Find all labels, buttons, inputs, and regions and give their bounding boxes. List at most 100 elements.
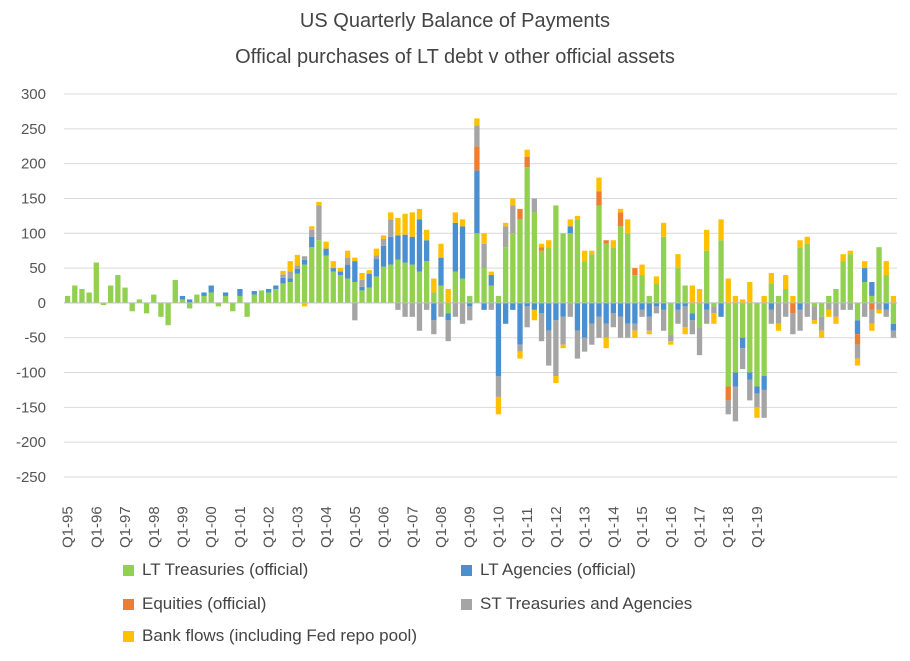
- bar-segment: [344, 278, 351, 303]
- chart-title: US Quarterly Balance of Payments: [299, 10, 611, 32]
- bar-segment: [546, 330, 552, 366]
- bar-segment: [359, 279, 365, 287]
- bar-segment: [373, 276, 380, 303]
- bar-segment: [725, 302, 731, 387]
- bar-segment: [266, 288, 272, 293]
- bar-segment: [574, 330, 581, 359]
- bar-segment: [804, 243, 810, 303]
- bar-segment: [675, 309, 681, 324]
- bar-segment: [696, 288, 703, 303]
- bar-segment: [668, 334, 674, 342]
- bar-segment: [524, 306, 530, 328]
- bar-segment: [833, 302, 839, 317]
- bar-segment: [589, 323, 595, 345]
- legend-item-bank-flows: Bank flows (including Fed repo pool): [123, 626, 417, 646]
- bar-segment: [869, 302, 875, 310]
- bar-segment: [818, 302, 825, 317]
- bar-segment: [431, 292, 437, 303]
- bar-segment: [474, 146, 480, 171]
- bar-segment: [337, 275, 344, 303]
- bar-segment: [847, 250, 853, 255]
- y-tick-label: 100: [21, 225, 46, 242]
- bar-segment: [725, 400, 731, 415]
- bar-segment: [359, 286, 365, 291]
- bar-segment: [237, 288, 243, 296]
- x-tick-label: Q1-15: [634, 506, 651, 548]
- bar-segment: [222, 295, 229, 303]
- bar-segment: [352, 257, 358, 262]
- bar-segment: [309, 247, 315, 303]
- bar-segment: [301, 264, 308, 303]
- bar-segment: [603, 240, 609, 244]
- bar-segment: [359, 272, 365, 280]
- bar-segment: [682, 302, 688, 307]
- bar-segment: [818, 330, 825, 338]
- bar-segment: [488, 271, 494, 276]
- bar-segment: [625, 233, 631, 303]
- bar-segment: [488, 275, 494, 286]
- y-tick-label: 50: [29, 260, 46, 277]
- legend-item-equities: Equities (official): [123, 594, 266, 614]
- bar-segment: [732, 372, 739, 387]
- bar-segment: [589, 254, 595, 303]
- x-tick-label: Q1-13: [577, 506, 594, 548]
- bar-segment: [589, 302, 595, 324]
- bar-segment: [452, 302, 459, 317]
- bar-segment: [574, 219, 581, 303]
- bar-segment: [890, 323, 897, 331]
- bar-segment: [847, 302, 853, 310]
- bar-segment: [237, 295, 243, 303]
- bar-segment: [567, 233, 573, 303]
- bar-segment: [811, 320, 818, 324]
- bar-segment: [366, 273, 372, 288]
- bar-segment: [653, 306, 660, 314]
- bar-segment: [366, 287, 372, 303]
- bar-segment: [517, 351, 523, 359]
- bar-segment: [538, 250, 545, 303]
- bar-segment: [143, 302, 150, 314]
- bar-segment: [639, 264, 645, 276]
- bar-segment: [596, 205, 602, 303]
- bar-segment: [747, 379, 753, 401]
- bar-segment: [452, 212, 459, 223]
- bar-segment: [467, 306, 473, 321]
- bar-segment: [833, 288, 839, 303]
- bar-segment: [826, 309, 832, 317]
- bar-segment: [704, 309, 710, 324]
- bar-segment: [481, 268, 487, 303]
- bar-segment: [208, 292, 214, 303]
- bar-segment: [423, 302, 430, 310]
- bar-segment: [409, 302, 415, 317]
- legend-swatch-lt-agencies: [461, 564, 472, 576]
- bar-segment: [330, 261, 336, 269]
- bar-segment: [481, 233, 487, 244]
- bar-segment: [402, 302, 408, 317]
- bar-segment: [388, 212, 394, 220]
- bar-segment: [560, 316, 566, 345]
- y-tick-label: 300: [21, 86, 46, 103]
- bar-segment: [546, 240, 552, 248]
- bar-segment: [280, 277, 286, 284]
- bar-segment: [783, 275, 789, 289]
- bar-segment: [402, 213, 408, 235]
- bar-segment: [833, 316, 839, 324]
- bar-segment: [251, 294, 257, 303]
- legend-item-st-treasuries: ST Treasuries and Agencies: [461, 594, 692, 614]
- bar-segment: [668, 341, 674, 345]
- bar-segment: [797, 247, 803, 303]
- bar-segment: [632, 268, 638, 276]
- bar-segment: [330, 271, 336, 303]
- bar-segment: [380, 245, 387, 267]
- bar-segment: [287, 261, 293, 272]
- bar-segment: [510, 302, 516, 310]
- bar-segment: [689, 313, 695, 321]
- bar-segment: [890, 295, 897, 303]
- bar-segment: [481, 243, 487, 269]
- bar-segment: [423, 240, 430, 262]
- y-tick-label: -200: [16, 434, 46, 451]
- bar-segment: [251, 291, 257, 295]
- bar-segment: [560, 344, 566, 349]
- bar-segment: [380, 238, 387, 246]
- bar-segment: [215, 302, 222, 307]
- x-tick-label: Q1-09: [462, 506, 479, 548]
